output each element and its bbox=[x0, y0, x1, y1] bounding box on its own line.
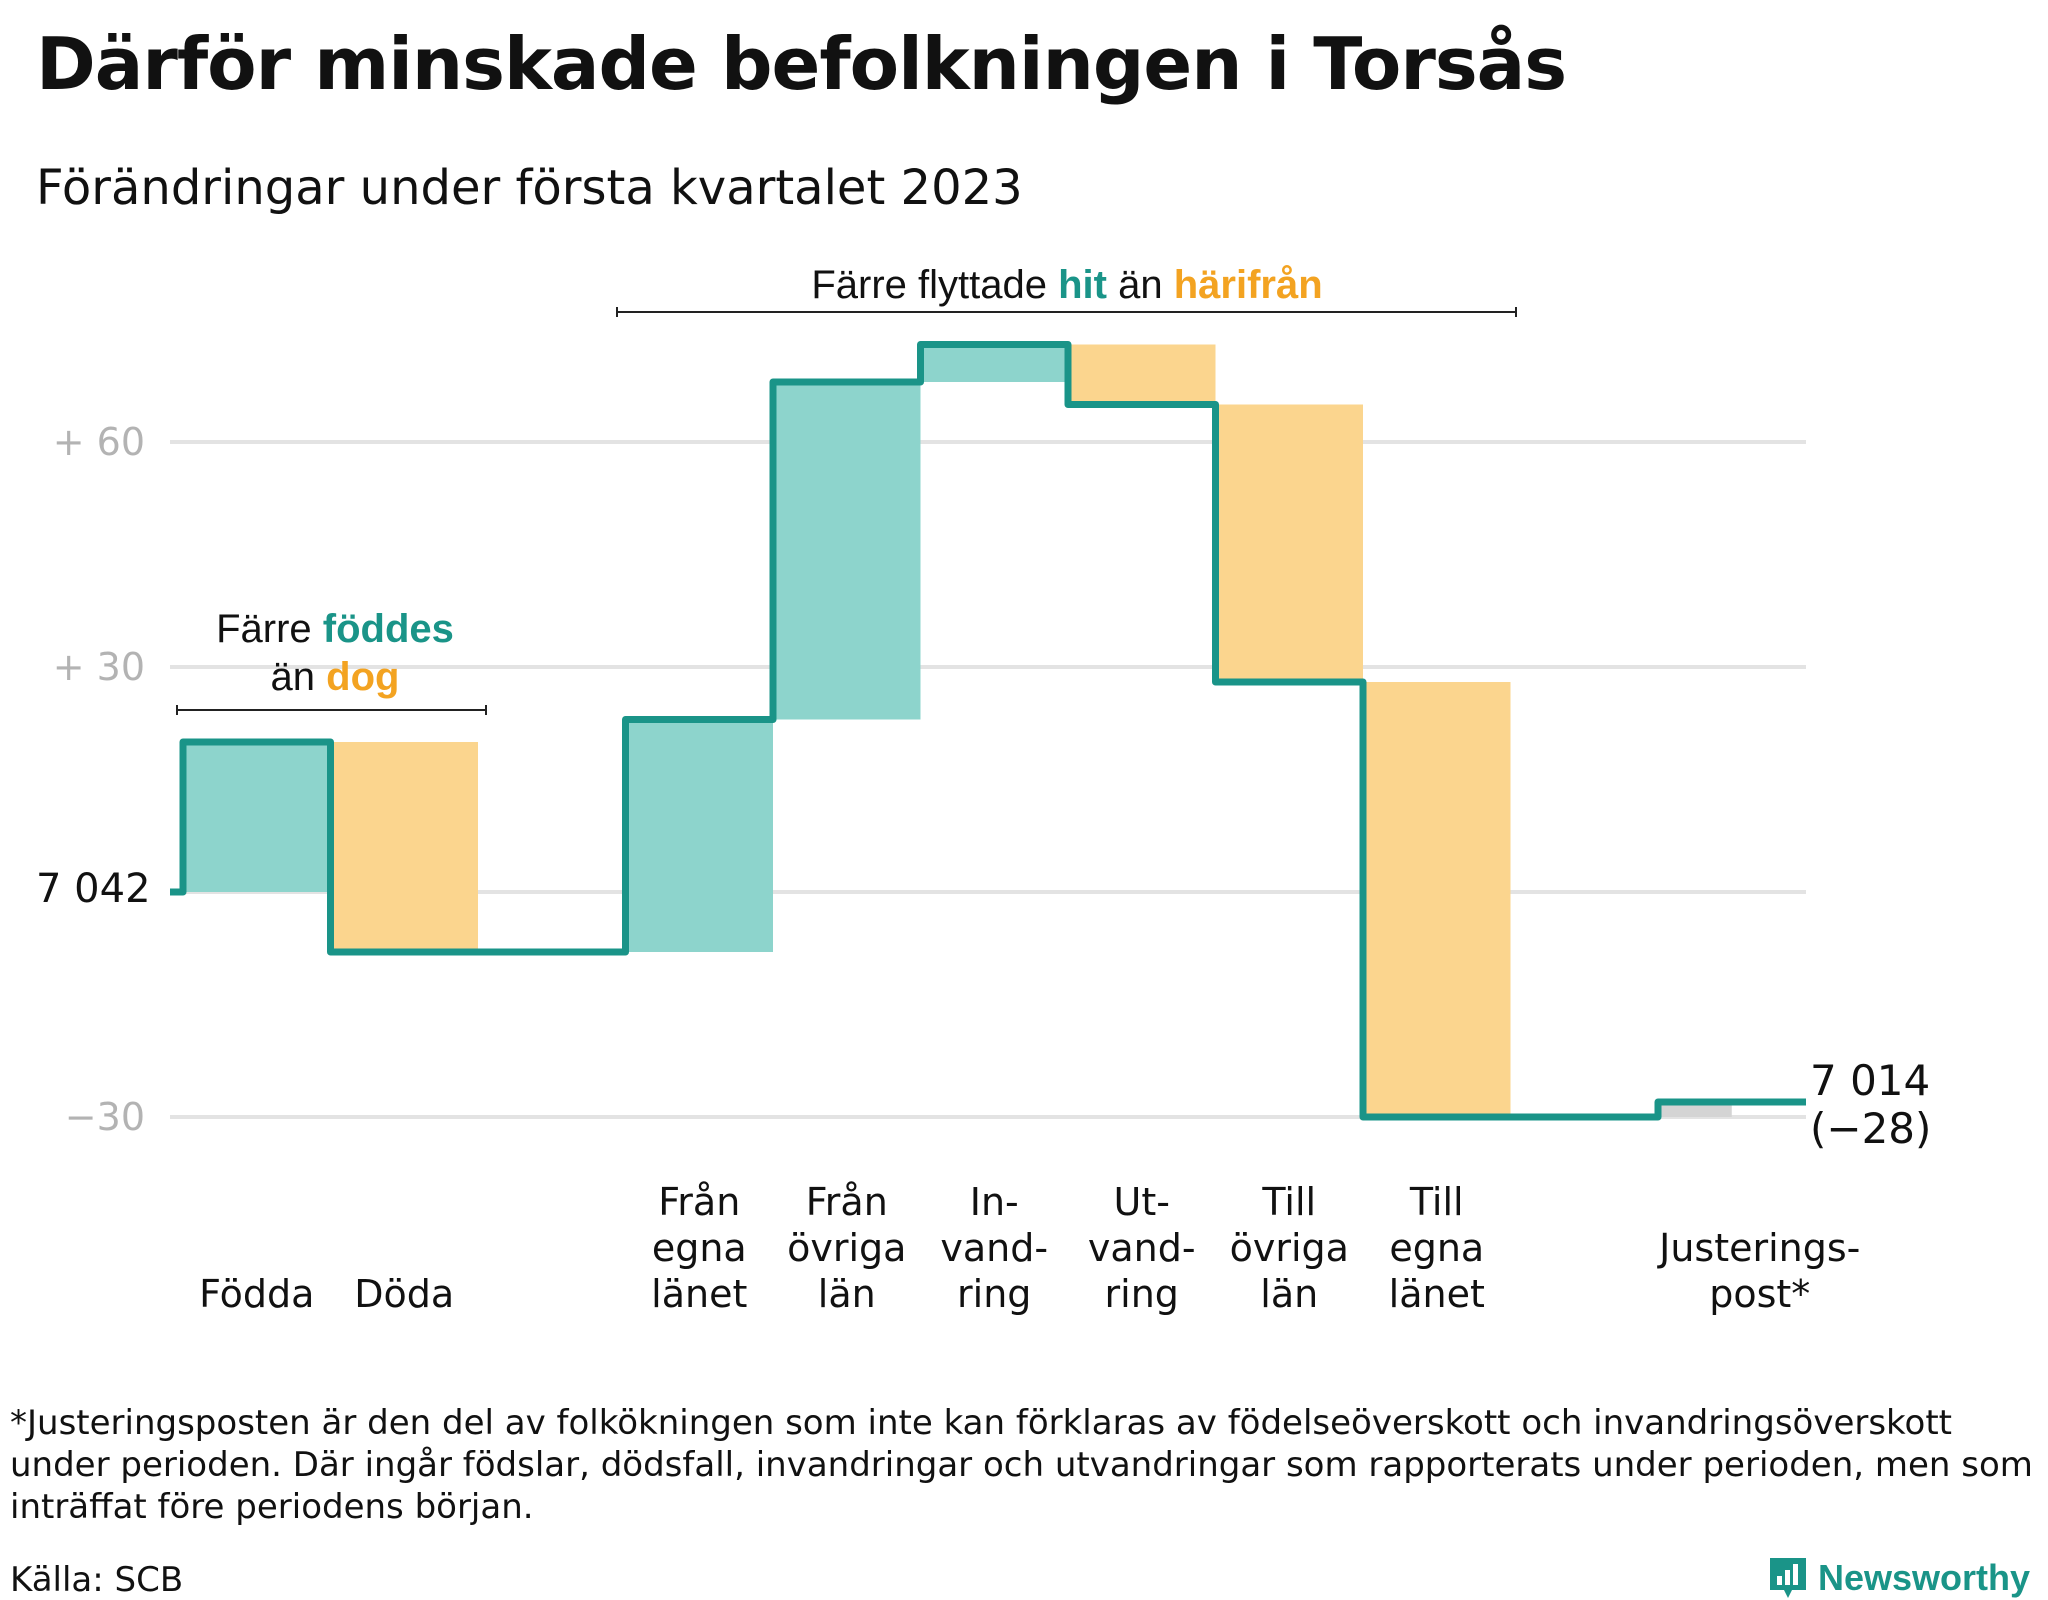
x-category-label: egna bbox=[652, 1226, 747, 1270]
x-category-label: län bbox=[818, 1272, 876, 1316]
x-category-label: övriga bbox=[1230, 1226, 1349, 1270]
bar-justeringspost bbox=[1658, 1102, 1732, 1117]
x-category-label: Från bbox=[806, 1180, 888, 1224]
y-axis: + 60 + 30 −30 bbox=[53, 420, 145, 1139]
bar-invandring bbox=[920, 344, 1068, 382]
x-category-label: Justerings- bbox=[1657, 1226, 1860, 1270]
y-tick-label: + 30 bbox=[53, 645, 145, 689]
x-category-label: Till bbox=[1409, 1180, 1464, 1224]
x-category-label: Från bbox=[658, 1180, 740, 1224]
start-value-label: 7 042 bbox=[36, 866, 151, 912]
newsworthy-logo-icon bbox=[1770, 1558, 1806, 1598]
x-category-label: Till bbox=[1261, 1180, 1316, 1224]
x-category-label: egna bbox=[1389, 1226, 1484, 1270]
x-category-label: In- bbox=[970, 1180, 1019, 1224]
annotation-births-bracket bbox=[176, 705, 487, 715]
bar-från-egna-länet bbox=[625, 719, 773, 952]
x-category-label: post* bbox=[1709, 1272, 1810, 1316]
annotation-migration-text: Färre flyttade hit än härifrån bbox=[811, 263, 1322, 307]
source-label: Källa: SCB bbox=[10, 1560, 184, 1600]
chart-subtitle: Förändringar under första kvartalet 2023 bbox=[36, 160, 1023, 216]
annotation-births-line2: än dog bbox=[271, 655, 400, 699]
annotation-births-line1: Färre föddes bbox=[216, 607, 454, 651]
cumulative-population-line bbox=[170, 341, 1806, 1121]
waterfall-chart: + 60+ 30−30 Födda DödaFrånegnalänetFrånöv… bbox=[36, 263, 1931, 1316]
annotation-migration-bracket bbox=[616, 307, 1517, 317]
x-category-label: ring bbox=[1105, 1272, 1179, 1316]
brand-name: Newsworthy bbox=[1818, 1557, 2031, 1598]
bars bbox=[183, 344, 1732, 1117]
x-category-label: vand- bbox=[940, 1226, 1048, 1270]
annotation-births-deaths: Färre föddes än dog bbox=[176, 607, 487, 715]
cumulative-line bbox=[170, 341, 1806, 1121]
x-category-label: Ut- bbox=[1114, 1180, 1170, 1224]
x-category-label: övriga bbox=[787, 1226, 906, 1270]
brand-logo: Newsworthy bbox=[1768, 1556, 2030, 1600]
bar-till-övriga-län bbox=[1215, 404, 1363, 682]
end-change-label: (−28) bbox=[1810, 1104, 1931, 1153]
bar-från-övriga-län bbox=[773, 382, 921, 720]
x-category-label: vand- bbox=[1088, 1226, 1196, 1270]
y-tick-label: −30 bbox=[65, 1095, 145, 1139]
y-tick-label: + 60 bbox=[53, 420, 145, 464]
x-category-label: Döda bbox=[354, 1272, 454, 1316]
bar-till-egna-länet bbox=[1363, 682, 1511, 1117]
annotation-migration: Färre flyttade hit än härifrån bbox=[616, 263, 1517, 317]
bar-döda bbox=[330, 742, 478, 952]
end-value-label: 7 014 bbox=[1810, 1056, 1930, 1105]
x-category-label: länet bbox=[651, 1272, 747, 1316]
page-title: Därför minskade befolkningen i Torsås bbox=[36, 22, 1567, 106]
bar-födda bbox=[183, 742, 331, 892]
x-category-label: länet bbox=[1389, 1272, 1485, 1316]
x-category-label: ring bbox=[957, 1272, 1031, 1316]
x-axis: Födda DödaFrånegnalänetFrånövrigalänIn-va… bbox=[199, 1180, 1860, 1316]
bar-utvandring bbox=[1068, 344, 1216, 405]
footnote: *Justeringsposten är den del av folkökni… bbox=[10, 1403, 2033, 1527]
x-category-label: län bbox=[1260, 1272, 1318, 1316]
x-category-label: Födda bbox=[199, 1272, 314, 1316]
